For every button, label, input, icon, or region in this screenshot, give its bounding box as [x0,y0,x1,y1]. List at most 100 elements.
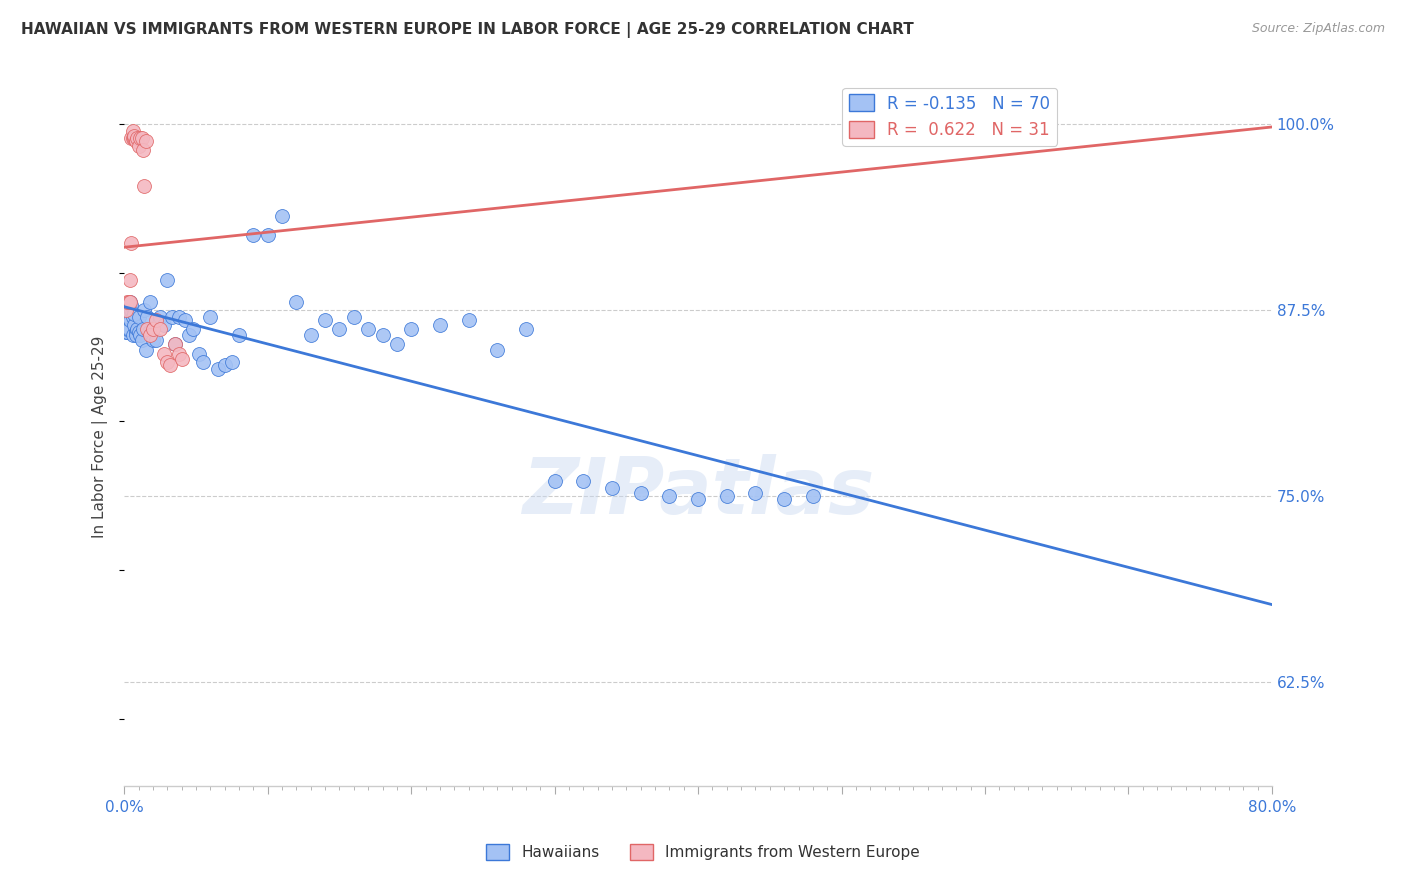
Point [124,128,146,143]
Point [118,313,141,327]
Point [117,322,139,336]
Point [228,328,250,343]
Point [156,355,179,369]
Point [285,295,308,310]
Point [122,328,145,343]
Point [121,131,143,145]
Text: HAWAIIAN VS IMMIGRANTS FROM WESTERN EUROPE IN LABOR FORCE | AGE 25-29 CORRELATIO: HAWAIIAN VS IMMIGRANTS FROM WESTERN EURO… [21,22,914,38]
Point [134,302,156,317]
Point [129,131,152,145]
Point [163,337,186,351]
Point [173,313,195,327]
Point [115,322,138,336]
Point [167,310,190,325]
Point [343,310,366,325]
Point [371,328,394,343]
Point [214,358,236,372]
Point [131,333,153,347]
Point [167,347,190,361]
Point [149,310,172,325]
Point [357,322,380,336]
Point [136,322,159,336]
Point [256,228,278,243]
Point [142,333,165,347]
Point [132,144,155,158]
Point [630,486,652,500]
Point [125,325,148,339]
Point [125,135,148,149]
Point [118,295,141,310]
Point [242,228,264,243]
Point [299,328,322,343]
Point [170,351,193,366]
Point [159,358,181,372]
Point [156,273,179,287]
Point [132,322,155,336]
Point [118,295,141,310]
Point [200,310,222,325]
Point [716,489,738,503]
Point [974,117,997,131]
Point [128,139,150,153]
Point [115,295,138,310]
Point [193,355,215,369]
Point [221,355,243,369]
Point [138,325,160,339]
Point [153,347,176,361]
Point [145,313,167,327]
Point [773,491,796,506]
Point [124,307,146,321]
Point [187,347,209,361]
Point [515,322,537,336]
Point [486,343,509,357]
Point [122,124,145,138]
Point [328,322,350,336]
Point [134,179,156,194]
Point [457,313,479,327]
Point [124,131,146,145]
Point [115,325,138,339]
Point [117,310,139,325]
Point [128,310,150,325]
Text: Source: ZipAtlas.com: Source: ZipAtlas.com [1251,22,1385,36]
Point [207,362,229,376]
Point [124,318,146,332]
Point [114,302,136,317]
Point [688,491,710,506]
Point [121,235,143,250]
Point [139,295,162,310]
Point [127,322,149,336]
Legend: Hawaiians, Immigrants from Western Europe: Hawaiians, Immigrants from Western Europ… [479,838,927,866]
Point [128,325,150,339]
Point [121,298,143,312]
Legend: R = -0.135   N = 70, R =  0.622   N = 31: R = -0.135 N = 70, R = 0.622 N = 31 [842,87,1057,145]
Point [163,337,186,351]
Point [271,209,294,223]
Point [153,318,176,332]
Point [744,486,766,500]
Point [136,310,159,325]
Point [181,322,204,336]
Point [600,482,623,496]
Point [129,328,152,343]
Point [118,273,141,287]
Point [314,313,336,327]
Point [122,310,145,325]
Point [429,318,451,332]
Text: ZIPatlas: ZIPatlas [522,454,875,531]
Point [139,328,162,343]
Point [145,333,167,347]
Point [135,135,157,149]
Point [543,474,565,488]
Point [122,131,145,145]
Point [142,322,165,336]
Point [135,343,157,357]
Point [127,131,149,145]
Point [801,489,824,503]
Point [385,337,408,351]
Point [131,131,153,145]
Point [160,310,183,325]
Point [125,328,148,343]
Point [399,322,422,336]
Point [177,328,200,343]
